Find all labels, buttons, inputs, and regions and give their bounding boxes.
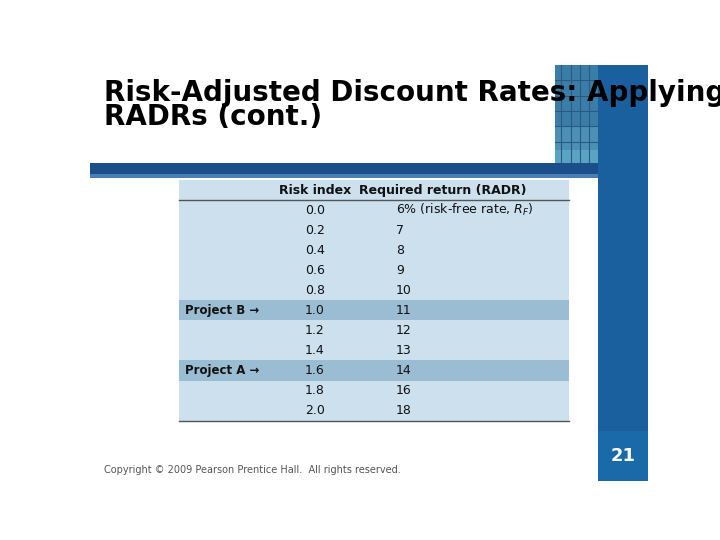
Bar	[555, 65, 598, 150]
Text: 1.8: 1.8	[305, 384, 325, 397]
Text: Risk index: Risk index	[279, 184, 351, 197]
Text: 12: 12	[396, 324, 412, 337]
Bar	[90, 164, 598, 174]
Text: 10: 10	[396, 284, 412, 297]
Text: 0.2: 0.2	[305, 224, 325, 237]
Bar	[598, 430, 648, 481]
Text: 13: 13	[396, 344, 412, 357]
Text: 9: 9	[396, 264, 404, 277]
Text: 0.8: 0.8	[305, 284, 325, 297]
Bar	[179, 180, 569, 421]
Text: 21: 21	[611, 447, 636, 464]
Text: 7: 7	[396, 224, 404, 237]
Text: Copyright © 2009 Pearson Prentice Hall.  All rights reserved.: Copyright © 2009 Pearson Prentice Hall. …	[104, 465, 401, 475]
Bar	[555, 65, 598, 126]
Bar	[555, 65, 598, 164]
Text: 1.2: 1.2	[305, 324, 325, 337]
Text: 1.6: 1.6	[305, 364, 325, 377]
Text: 18: 18	[396, 404, 412, 417]
Text: 0.0: 0.0	[305, 204, 325, 217]
Text: 6% (risk-free rate, $R_F$): 6% (risk-free rate, $R_F$)	[396, 202, 534, 218]
Text: 0.6: 0.6	[305, 264, 325, 277]
Text: 1.4: 1.4	[305, 344, 325, 357]
Text: 1.0: 1.0	[305, 304, 325, 317]
Bar	[598, 65, 648, 481]
Bar	[179, 361, 569, 381]
Text: 2.0: 2.0	[305, 404, 325, 417]
Text: 8: 8	[396, 244, 404, 257]
Text: Project A →: Project A →	[185, 364, 260, 377]
Text: 11: 11	[396, 304, 412, 317]
Bar	[90, 174, 598, 178]
Text: 0.4: 0.4	[305, 244, 325, 257]
Text: RADRs (cont.): RADRs (cont.)	[104, 103, 322, 131]
Text: 16: 16	[396, 384, 412, 397]
Text: Project B →: Project B →	[185, 304, 260, 317]
Text: 14: 14	[396, 364, 412, 377]
Text: Risk-Adjusted Discount Rates: Applying: Risk-Adjusted Discount Rates: Applying	[104, 79, 720, 107]
Bar	[179, 300, 569, 320]
Bar	[555, 111, 598, 164]
Text: Required return (RADR): Required return (RADR)	[359, 184, 526, 197]
